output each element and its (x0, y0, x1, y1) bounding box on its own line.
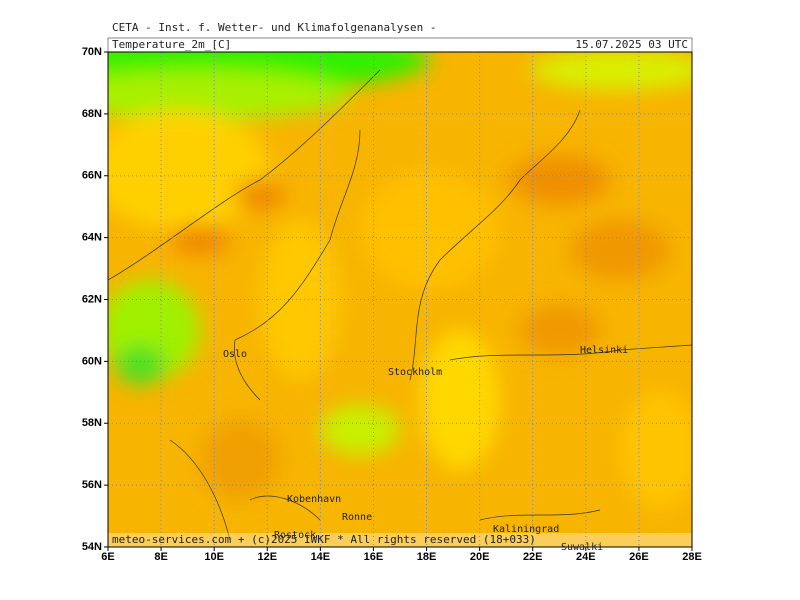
lat-tick-label: 56N (82, 479, 102, 491)
city-label: Ronne (342, 512, 372, 523)
lat-tick-label: 54N (82, 541, 102, 553)
lat-tick-label: 60N (82, 355, 102, 367)
lon-tick-label: 26E (629, 551, 649, 563)
lon-tick-label: 20E (470, 551, 490, 563)
lat-tick-label: 58N (82, 417, 102, 429)
lon-tick-label: 16E (364, 551, 384, 563)
lon-tick-label: 22E (523, 551, 543, 563)
map-title: Temperature_2m_[C] (112, 38, 231, 51)
header: CETA - Inst. f. Wetter- und Klimafolgena… (112, 21, 437, 34)
lon-tick-label: 10E (204, 551, 224, 563)
lon-tick-label: 14E (311, 551, 331, 563)
lat-tick-label: 66N (82, 170, 102, 182)
lat-tick-label: 70N (82, 46, 102, 58)
footer-bar (108, 533, 692, 547)
lon-tick-label: 6E (101, 551, 114, 563)
lon-tick-label: 8E (154, 551, 167, 563)
city-label: Stockholm (388, 367, 442, 378)
lon-tick-label: 18E (417, 551, 437, 563)
lon-tick-label: 24E (576, 551, 596, 563)
lon-tick-label: 12E (257, 551, 277, 563)
temperature-field (108, 52, 692, 547)
coastline (108, 69, 692, 541)
lat-tick-label: 64N (82, 232, 102, 244)
city-label: Kobenhavn (287, 494, 341, 505)
city-label: Helsinki (580, 345, 628, 356)
city-label: Kaliningrad (493, 524, 559, 535)
city-label: Oslo (223, 349, 247, 360)
city-label: Rostock (274, 530, 316, 541)
footer: meteo-services.com + (c)2025 IWKF * All … (112, 533, 536, 546)
city-label: Suwalki (561, 542, 603, 553)
map-date: 15.07.2025 03 UTC (575, 38, 688, 51)
lat-tick-label: 68N (82, 108, 102, 120)
lon-tick-label: 28E (682, 551, 702, 563)
lat-tick-label: 62N (82, 293, 102, 305)
